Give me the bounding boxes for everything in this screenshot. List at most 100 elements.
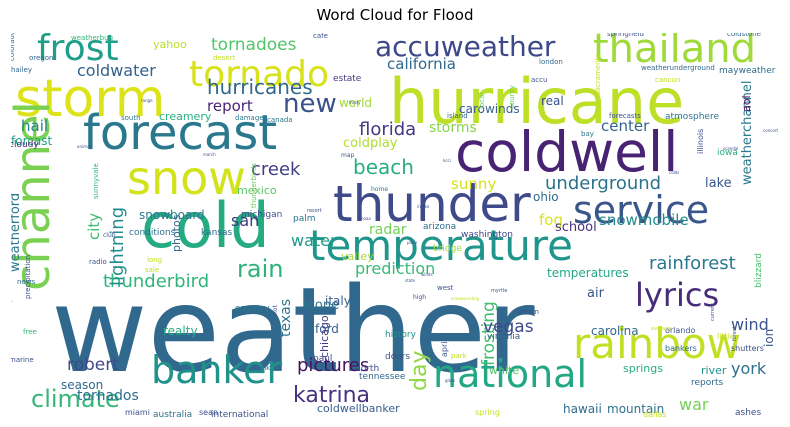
cloud-word: real: [541, 94, 564, 108]
cloud-word: air: [587, 286, 604, 301]
cloud-word: doors: [385, 352, 411, 362]
cloud-word: carolina: [591, 324, 639, 338]
cloud-word: lightning: [107, 206, 128, 286]
cloud-word: creamery: [159, 110, 212, 123]
cloud-word: coldwater: [77, 61, 156, 80]
cloud-word: weatherford: [11, 192, 23, 272]
cloud-word: san: [231, 211, 260, 230]
cloud-word: virginia: [487, 332, 521, 342]
cloud-word: ohio: [533, 190, 559, 204]
cloud-word: wind: [731, 315, 769, 334]
cloud-word: temperatures: [547, 266, 629, 280]
cloud-word: pictures: [297, 355, 370, 376]
cloud-word: tornados: [77, 388, 139, 404]
cloud-word: state: [405, 278, 416, 283]
cloud-word: hurricanes: [207, 75, 313, 99]
cloud-word: frosty: [349, 100, 361, 105]
cloud-word: sean: [199, 408, 219, 417]
cloud-word: water: [291, 231, 337, 250]
cloud-word: current: [710, 302, 716, 321]
cloud-word: creek: [251, 159, 301, 180]
cloud-word: river: [701, 364, 727, 377]
cloud-word: winds: [421, 272, 433, 277]
cloud-word: county: [508, 85, 516, 109]
cloud-word: hailey: [11, 66, 33, 74]
cloud-word: lake: [705, 176, 732, 191]
cloud-word: season: [61, 378, 104, 392]
cloud-word: bankers: [665, 344, 697, 353]
cloud-word: london: [539, 58, 563, 66]
cloud-word: atmosphere: [665, 112, 719, 122]
cloud-word: climate: [31, 385, 120, 413]
cloud-word: arizona: [423, 222, 457, 232]
cloud-word: north: [355, 364, 380, 374]
cloud-word: thunderbird: [103, 271, 210, 292]
cloud-word: club: [103, 232, 116, 239]
cloud-word: coldwellbanker: [317, 402, 400, 415]
cloud-word: world: [339, 96, 373, 110]
cloud-word: rain: [237, 255, 284, 283]
cloud-word: free: [23, 328, 37, 336]
cloud-word: australia: [153, 410, 193, 418]
cloud-word: thunder: [333, 175, 531, 233]
cloud-word: kansas: [201, 228, 233, 238]
cloud-word: precipitation: [24, 254, 32, 299]
cloud-word: home: [371, 186, 389, 193]
cloud-word: palm: [293, 214, 316, 224]
cloud-word: forcast: [11, 134, 53, 148]
cloud-word: chicago: [318, 315, 331, 358]
cloud-word: beach: [353, 155, 414, 179]
cloud-word: hail: [21, 117, 49, 135]
cloud-word: parts: [407, 240, 418, 245]
cloud-word: sunnyvale: [92, 163, 100, 199]
cloud-word: scandal: [723, 146, 739, 151]
cloud-word: carowinds: [459, 102, 520, 116]
cloud-word: bank: [253, 364, 271, 372]
cloud-word: park: [451, 352, 467, 360]
cloud-word: little: [717, 332, 735, 341]
cloud-word: estate: [333, 74, 362, 84]
cloud-word: snow: [127, 151, 246, 205]
cloud-word: kcci: [443, 158, 451, 163]
cloud-word: forecast: [83, 105, 278, 161]
cloud-word: oregon: [29, 54, 54, 62]
cloud-word: myrtle: [491, 288, 508, 294]
cloud-word: high: [413, 294, 427, 301]
cloud-word: prediction: [355, 259, 436, 278]
cloud-word: miami: [125, 408, 150, 417]
cloud-word: center: [601, 117, 650, 135]
cloud-word: day: [407, 350, 432, 391]
cloud-word: springs: [623, 362, 663, 375]
cloud-word: concert: [763, 128, 779, 133]
cloud-word: cold: [141, 189, 270, 262]
cloud-word: coldplay: [343, 136, 398, 151]
chart-title: Word Cloud for Flood: [316, 6, 474, 24]
cloud-word: damage: [235, 114, 264, 122]
cloud-word: average: [651, 326, 672, 332]
cloud-word: washington: [461, 230, 513, 240]
cloud-word: island: [447, 112, 468, 120]
cloud-word: report: [207, 97, 253, 115]
cloud-word: desert: [213, 54, 236, 62]
cloud-word: valley: [341, 250, 374, 263]
cloud-word: local: [478, 92, 486, 109]
cloud-word: city: [85, 212, 103, 240]
cloud-word: lyrics: [635, 276, 720, 314]
cloud-word: service: [573, 188, 710, 232]
cloud-word: mexico: [237, 184, 277, 197]
cloud-word: intake: [417, 204, 430, 209]
cloud-word: cafe: [313, 33, 328, 40]
cloud-word: underground: [545, 173, 662, 194]
cloud-word: war: [679, 395, 709, 414]
cloud-word: banker: [151, 348, 283, 392]
cloud-word: florida: [359, 119, 417, 140]
cloud-word: news: [17, 278, 36, 286]
cloud-word: new: [283, 89, 337, 119]
cloud-word: paul: [313, 354, 333, 364]
cloud-word: country: [235, 304, 270, 314]
cloud-word: white: [489, 364, 520, 377]
cloud-word: snowboard: [139, 208, 205, 222]
cloud-word: cloudy: [11, 140, 39, 150]
cloud-word: tornado: [189, 54, 330, 95]
cloud-word: april: [440, 339, 449, 357]
